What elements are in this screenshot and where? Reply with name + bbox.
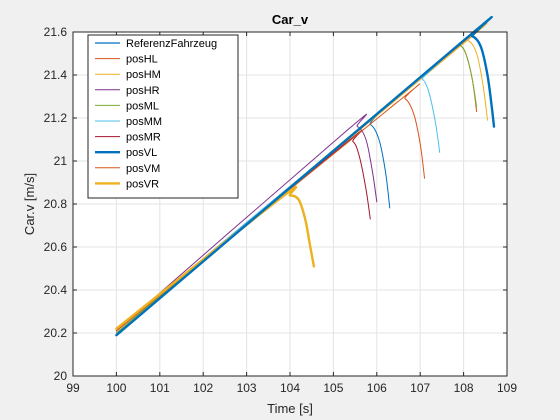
x-tick-label: 100: [106, 381, 126, 395]
y-tick-label: 20.2: [44, 326, 68, 340]
x-tick-label: 104: [280, 381, 300, 395]
y-tick-label: 21.6: [44, 25, 68, 39]
chart-title: Car_v: [272, 12, 309, 27]
legend: ReferenzFahrzeug posHL posHM posHR posML posM…: [87, 34, 239, 199]
y-tick-label: 20.8: [44, 197, 68, 211]
legend-label-posVL: posVL: [126, 147, 157, 159]
series-lines: [115, 15, 496, 337]
x-tick-label: 101: [150, 381, 170, 395]
series-line-posVL: [115, 15, 496, 337]
x-axis-label: Time [s]: [267, 401, 313, 416]
legend-label-posVR: posVR: [126, 178, 159, 190]
series-line-posHR: [115, 113, 378, 332]
series-line-posMM: [115, 63, 441, 332]
legend-label-posML: posML: [126, 100, 159, 112]
x-tick-label: 105: [323, 381, 343, 395]
x-tick-label: 99: [66, 381, 80, 395]
x-tick-label: 103: [237, 381, 257, 395]
y-tick-label: 20: [54, 369, 68, 383]
legend-label-posHR: posHR: [126, 85, 160, 97]
x-tick-label: 106: [367, 381, 387, 395]
y-tick-label: 20.6: [44, 240, 68, 254]
axis-ticks: 99 100 101 102 103 104 105 106 107 108 109 20 20.2 20…: [44, 25, 518, 395]
legend-label-posHM: posHM: [126, 69, 161, 81]
y-tick-label: 21: [54, 154, 68, 168]
y-tick-label: 21.4: [44, 68, 68, 82]
legend-label-posVM: posVM: [126, 163, 160, 175]
legend-label-posMR: posMR: [126, 132, 161, 144]
x-tick-label: 109: [497, 381, 517, 395]
y-tick-label: 21.2: [44, 111, 68, 125]
legend-label-posHL: posHL: [126, 54, 158, 66]
x-tick-label: 107: [410, 381, 430, 395]
legend-label-posMM: posMM: [126, 116, 162, 128]
legend-box: [87, 34, 239, 199]
legend-label-ReferenzFahrzeug: ReferenzFahrzeug: [126, 38, 217, 50]
x-tick-label: 102: [193, 381, 213, 395]
x-tick-label: 108: [454, 381, 474, 395]
y-axis-label: Car.v [m/s]: [22, 173, 37, 235]
y-tick-label: 20.4: [44, 283, 68, 297]
